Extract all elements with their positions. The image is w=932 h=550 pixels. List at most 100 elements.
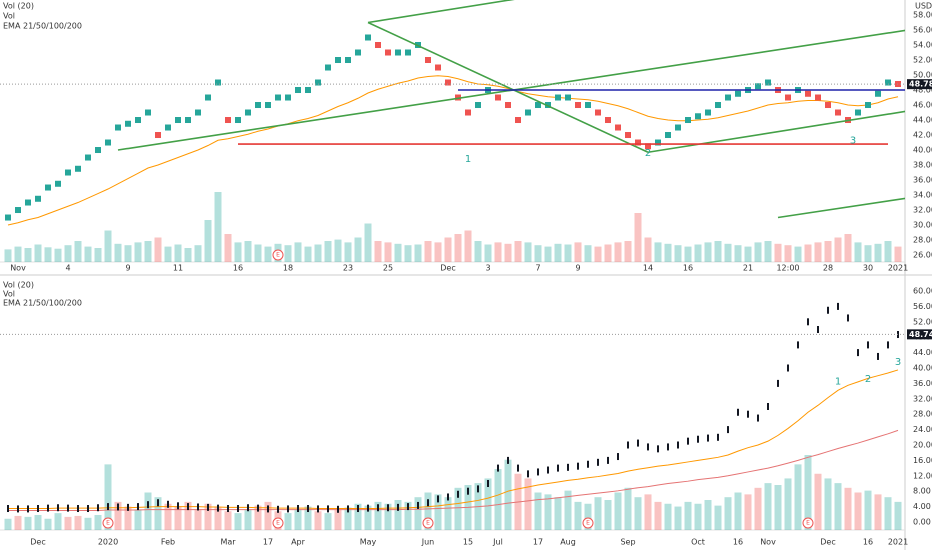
candle	[505, 102, 511, 109]
annotation: 3	[850, 135, 856, 146]
price-bar	[707, 434, 709, 442]
candle	[125, 120, 131, 127]
volume-bar	[584, 245, 592, 262]
x-tick-label: 14	[643, 264, 653, 273]
candle	[155, 132, 161, 139]
y-tick-label: 34.00	[913, 191, 932, 200]
candle	[785, 94, 791, 101]
volume-bar	[894, 501, 902, 530]
volume-bar	[644, 494, 652, 530]
price-bar	[197, 503, 199, 511]
price-bar	[217, 504, 219, 512]
x-tick-label: Feb	[161, 538, 175, 547]
price-bar	[27, 505, 29, 513]
price-bar	[47, 504, 49, 512]
volume-bar	[414, 497, 422, 530]
volume-bar	[384, 503, 392, 530]
candle	[65, 169, 71, 176]
trend-line	[367, 21, 649, 153]
candle	[815, 94, 821, 101]
candle	[345, 57, 351, 64]
y-tick-label: 50.00	[913, 71, 932, 80]
y-tick-label: 40.00	[913, 146, 932, 155]
candle	[715, 102, 721, 109]
x-tick-label: 17	[533, 538, 543, 547]
x-tick-label: Jun	[421, 538, 435, 547]
volume-bar	[454, 487, 462, 530]
candle	[355, 49, 361, 56]
x-tick-label: 2021	[888, 264, 908, 273]
candle	[495, 94, 501, 101]
volume-bar	[834, 483, 842, 530]
candle	[75, 165, 81, 172]
price-bar	[187, 503, 189, 511]
volume-bar	[714, 241, 722, 262]
volume-bar	[494, 469, 502, 530]
volume-bar	[154, 497, 162, 530]
volume-bar	[794, 246, 802, 262]
volume-bar	[594, 497, 602, 530]
volume-bar	[564, 244, 572, 262]
trend-line	[367, 0, 515, 24]
volume-bar	[204, 503, 212, 530]
volume-bar	[44, 247, 52, 262]
y-tick-label: 58.00	[913, 11, 932, 20]
price-bar	[637, 439, 639, 447]
volume-bar	[74, 515, 82, 530]
price-bar	[597, 458, 599, 466]
volume-bar	[304, 506, 312, 530]
candle	[655, 139, 661, 146]
last-price-box	[907, 79, 932, 90]
price-bar	[887, 341, 889, 349]
price-bar	[847, 314, 849, 322]
x-tick-label: Mar	[220, 538, 236, 547]
y-tick-label: 46.00	[913, 101, 932, 110]
price-bar	[837, 302, 839, 310]
candle	[755, 83, 761, 90]
x-tick-label: 18	[283, 264, 293, 273]
volume-bar	[574, 242, 582, 262]
candle	[465, 109, 471, 116]
volume-bar	[664, 243, 672, 262]
candle	[15, 207, 21, 214]
volume-bar	[744, 246, 752, 262]
candle	[425, 57, 431, 64]
annotation: 1	[465, 154, 471, 165]
volume-bar	[474, 241, 482, 262]
y-tick-label: 28.00	[913, 410, 932, 419]
volume-bar	[384, 242, 392, 262]
price-bar	[57, 504, 59, 512]
price-bar	[167, 500, 169, 508]
volume-bar	[674, 245, 682, 262]
price-bar	[537, 468, 539, 476]
candle	[605, 117, 611, 124]
volume-bar	[614, 242, 622, 262]
candle	[365, 34, 371, 41]
candle	[85, 154, 91, 161]
volume-bar	[674, 506, 682, 530]
last-price-box	[907, 329, 932, 340]
y-tick-label: 32.00	[913, 206, 932, 215]
y-tick-label: 36.00	[913, 379, 932, 388]
price-bar	[827, 306, 829, 314]
candle	[5, 214, 11, 221]
volume-bar	[484, 478, 492, 530]
volume-bar	[684, 246, 692, 262]
price-bar	[107, 503, 109, 511]
price-bar	[857, 349, 859, 357]
candle	[475, 102, 481, 109]
volume-bar	[694, 244, 702, 262]
price-bar	[657, 445, 659, 453]
price-bar	[557, 464, 559, 472]
x-tick-label: 21	[743, 264, 753, 273]
volume-bar	[834, 237, 842, 262]
y-tick-label: 52.00	[913, 56, 932, 65]
event-marker	[582, 517, 594, 529]
volume-bar	[284, 245, 292, 262]
candle	[825, 102, 831, 109]
price-bar	[777, 379, 779, 387]
y-tick-label: 12.00	[913, 471, 932, 480]
volume-bar	[844, 234, 852, 262]
price-bar	[7, 505, 9, 513]
volume-bar	[794, 464, 802, 530]
